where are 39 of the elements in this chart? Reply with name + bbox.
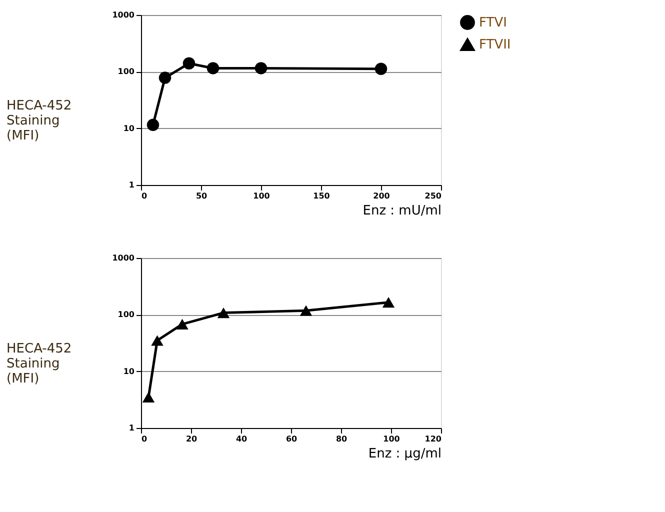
x-tick-label: 40 xyxy=(236,434,248,444)
x-tick-label: 20 xyxy=(186,434,198,444)
y-axis-title: HECA-452 Staining (MFI) xyxy=(6,98,72,144)
y-tick-label: 1 xyxy=(128,180,135,190)
y-tick-label: 1 xyxy=(128,424,135,432)
y-tick-label: 100 xyxy=(118,310,135,320)
x-tick-label: 50 xyxy=(196,192,208,200)
y-tick-label: 1000 xyxy=(112,10,135,20)
point xyxy=(176,318,188,330)
x-tick-label: 80 xyxy=(336,434,348,444)
x-tick-label: 0 xyxy=(142,434,148,444)
x-axis-title: Enz : µg/ml xyxy=(368,446,442,462)
x-tick-label: 250 xyxy=(424,192,442,200)
point xyxy=(382,297,395,308)
y-tick-label: 100 xyxy=(118,67,135,76)
legend-label: FTVII xyxy=(479,38,511,52)
point xyxy=(146,118,160,132)
x-tick-label: 200 xyxy=(373,192,390,200)
y-axis-title: HECA-452 Staining (MFI) xyxy=(6,342,72,386)
y-tick-label: 10 xyxy=(123,366,135,376)
x-axis-title: Enz : mU/ml xyxy=(362,204,442,218)
point xyxy=(151,335,164,346)
point xyxy=(206,62,220,74)
x-tick-label: 150 xyxy=(313,192,330,200)
point xyxy=(300,305,312,316)
x-tick-label: 100 xyxy=(253,192,270,200)
x-tick-label: 60 xyxy=(286,434,298,444)
legend-label: FTVI xyxy=(479,16,507,30)
point xyxy=(142,392,155,402)
x-tick-label: 120 xyxy=(424,434,442,444)
y-tick-label: 1000 xyxy=(112,254,135,262)
point xyxy=(182,57,196,70)
x-tick-label: 100 xyxy=(383,434,400,444)
point xyxy=(217,307,230,318)
x-tick-label: 0 xyxy=(142,192,148,200)
y-tick-label: 10 xyxy=(123,124,135,133)
point xyxy=(254,62,268,74)
point xyxy=(158,72,172,84)
point xyxy=(374,62,388,75)
